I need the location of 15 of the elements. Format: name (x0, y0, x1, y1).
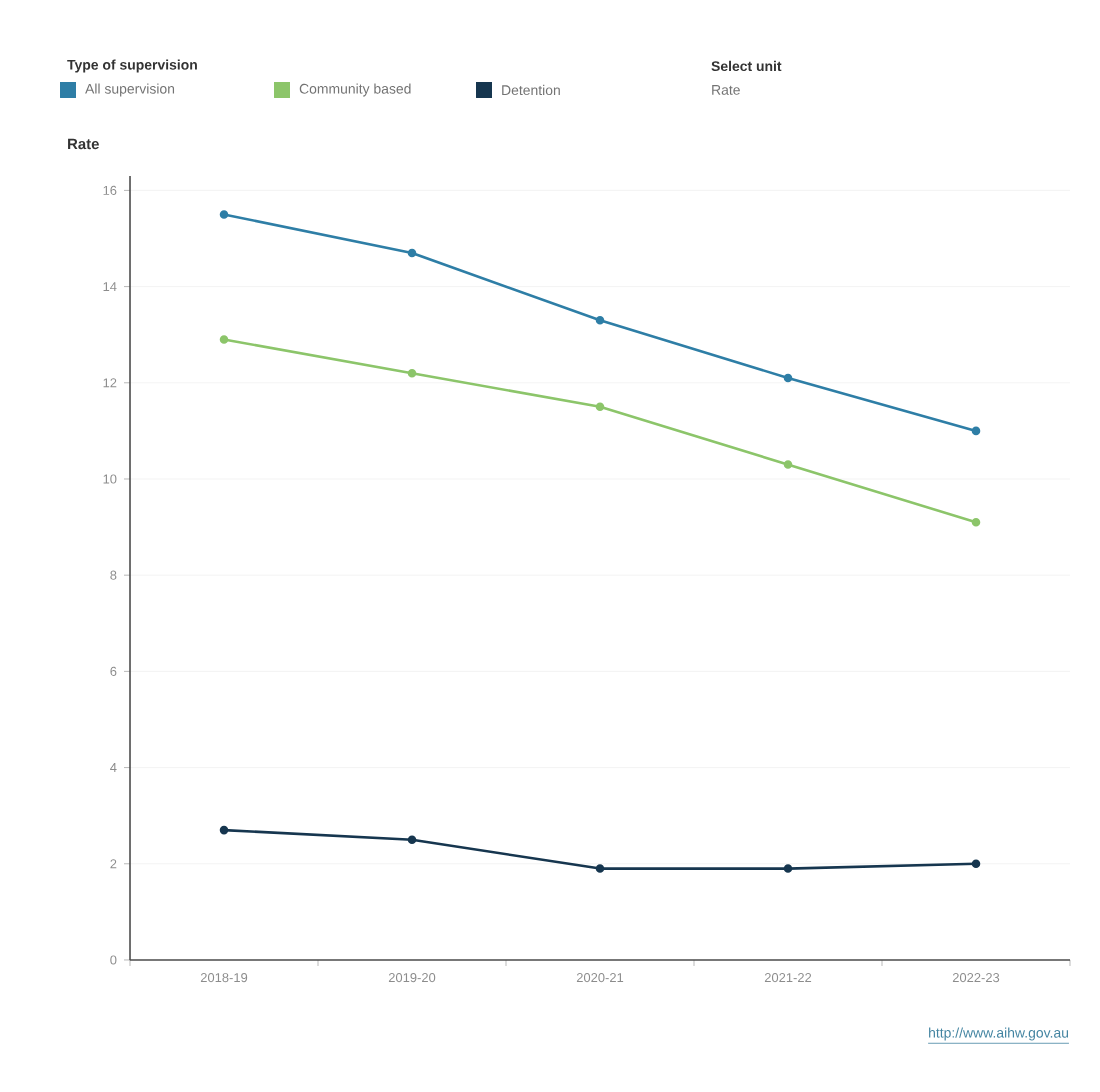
point (595, 315, 605, 325)
point (595, 402, 605, 412)
point (783, 460, 793, 469)
point (595, 864, 605, 873)
point (219, 335, 229, 344)
point (219, 210, 229, 219)
point (783, 373, 793, 383)
point (219, 825, 229, 835)
point (971, 426, 981, 436)
point (407, 248, 417, 258)
point (783, 864, 793, 873)
point (971, 859, 981, 869)
point (407, 835, 417, 845)
point (407, 368, 417, 378)
point (971, 517, 981, 527)
